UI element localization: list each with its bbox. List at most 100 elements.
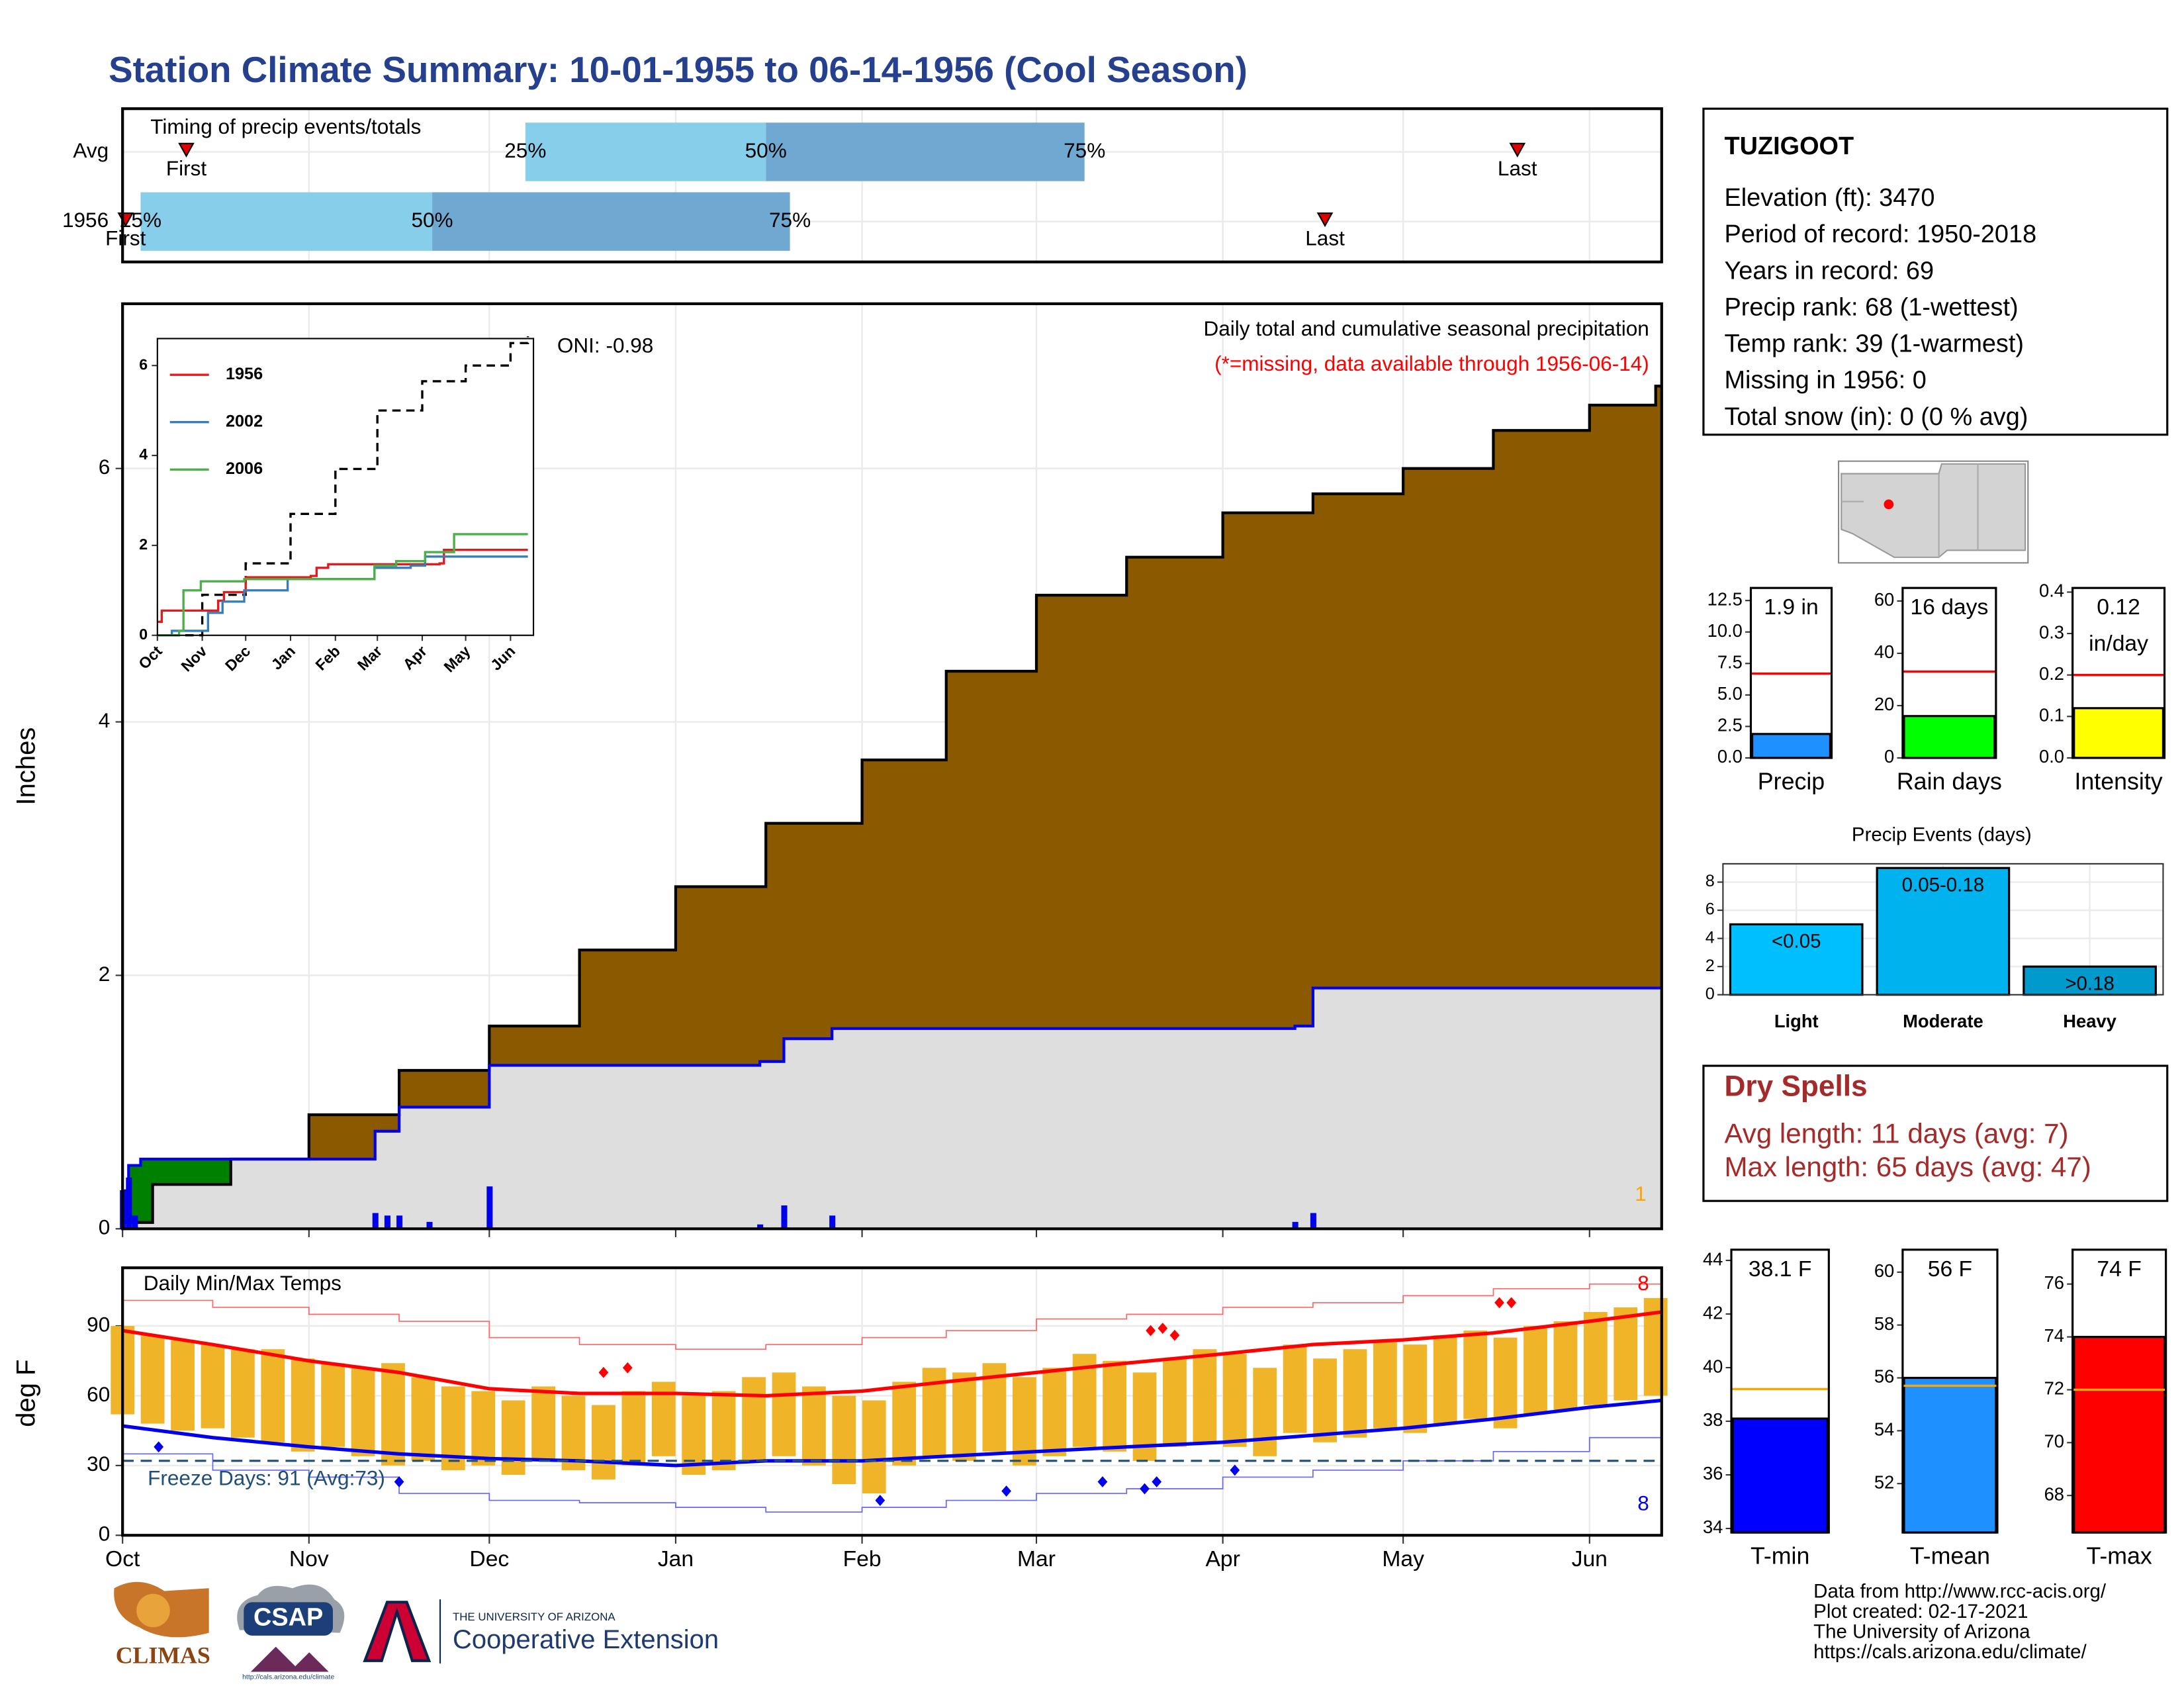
y-tick-label: 54 xyxy=(1874,1419,1894,1440)
map-borders xyxy=(1841,463,1979,557)
value-label: 38.1 F xyxy=(1748,1258,1812,1282)
y-axis-label: deg F xyxy=(12,1360,41,1427)
daily-range-bar xyxy=(531,1386,555,1461)
logo-text: Cooperative Extension xyxy=(453,1625,719,1654)
daily-range-bar xyxy=(621,1391,646,1466)
y-tick-label: 0 xyxy=(139,626,148,643)
station-detail: Elevation (ft): 3470 xyxy=(1724,184,1934,212)
x-tick-label: T-max xyxy=(2086,1542,2152,1569)
credit-line: The University of Arizona xyxy=(1813,1620,2030,1642)
daily-precip-bar xyxy=(126,1177,132,1230)
y-tick-label: 34 xyxy=(1703,1517,1723,1537)
x-tick-label: Heavy xyxy=(2063,1011,2116,1031)
bar xyxy=(1876,867,2011,996)
daily-precip-bar xyxy=(372,1213,379,1230)
quantile-label: 25% xyxy=(504,138,546,162)
daily-range-bar xyxy=(501,1400,525,1475)
x-tick-label: Jan xyxy=(658,1547,694,1571)
bar xyxy=(2073,1336,2166,1534)
quantile-label: 50% xyxy=(745,138,787,162)
value-label-box: 56 F xyxy=(1928,1258,1972,1282)
panel-subtitle: Daily total and cumulative seasonal prec… xyxy=(1203,316,1649,340)
y-tick-label: 4 xyxy=(99,708,111,732)
quantile-label: 75% xyxy=(1064,138,1105,162)
x-tick-label: Nov xyxy=(289,1547,329,1571)
logos: CLIMAS CSAP http://cals.arizona.edu/clim… xyxy=(114,1581,719,1681)
daily-precip-bar xyxy=(396,1215,403,1230)
y-tick-label: 6 xyxy=(139,355,148,373)
value-label: 16 days xyxy=(1910,596,1989,620)
y-tick-label: 52 xyxy=(1874,1472,1894,1492)
quantile-label: 75% xyxy=(769,208,811,232)
inset-line xyxy=(157,555,528,637)
y-tick-label: 58 xyxy=(1874,1313,1894,1334)
dry-spells-line: Max length: 65 days (avg: 47) xyxy=(1724,1151,2091,1182)
value-label-box: 74 F xyxy=(2097,1258,2141,1282)
bar xyxy=(2073,707,2165,759)
dry-spells-title: Dry Spells xyxy=(1724,1070,1867,1102)
panel-title: Timing of precip events/totals xyxy=(150,115,421,138)
y-tick-label: 2 xyxy=(99,962,111,986)
y-axis-label: Inches xyxy=(12,727,41,806)
y-tick-label: 20 xyxy=(1874,694,1894,714)
y-tick-label: 60 xyxy=(1874,1260,1894,1281)
station-dot xyxy=(1884,499,1894,510)
daily-range-bar xyxy=(1343,1349,1367,1438)
average-line xyxy=(122,1310,1662,1398)
bar xyxy=(1751,733,1832,759)
daily-range-bar xyxy=(1373,1340,1397,1429)
station-box xyxy=(1702,107,2169,436)
y-tick-label: 12.5 xyxy=(1707,588,1743,609)
daily-range-bar xyxy=(1313,1358,1337,1442)
daily-range-bar xyxy=(832,1395,856,1484)
daily-range-bar xyxy=(772,1372,796,1456)
daily-range-bar xyxy=(742,1377,766,1461)
x-tick-label: Apr xyxy=(1205,1547,1240,1571)
record-marker xyxy=(622,1362,633,1374)
ua-logo xyxy=(363,1601,432,1662)
y-tick-label: 0.0 xyxy=(2039,746,2064,767)
logo-text: THE UNIVERSITY OF ARIZONA xyxy=(453,1611,615,1623)
daily-range-bar xyxy=(802,1386,826,1466)
panel-title: Precip Events (days) xyxy=(1852,824,2032,846)
y-tick-label: 7.5 xyxy=(1717,652,1743,673)
page-title: Station Climate Summary: 10-01-1955 to 0… xyxy=(109,49,1248,90)
x-tick-label: T-mean xyxy=(1910,1542,1990,1569)
daily-range-bar xyxy=(1493,1337,1518,1429)
station-name: TUZIGOOT xyxy=(1724,132,1854,160)
row-label: Avg xyxy=(73,138,109,162)
missing-note: (*=missing, data available through 1956-… xyxy=(1214,352,1649,375)
y-tick-label: 0 xyxy=(99,1215,111,1239)
season-area xyxy=(122,988,1662,1229)
station-details: Elevation (ft): 3470 Period of record: 19… xyxy=(1724,184,2036,431)
y-tick-label: 2.5 xyxy=(1717,715,1743,735)
y-tick-label: 74 xyxy=(2044,1325,2064,1346)
y-tick-label: 30 xyxy=(87,1452,110,1476)
y-tick-label: 8 xyxy=(1706,872,1715,890)
daily-precip-bar xyxy=(781,1205,788,1230)
logo-text: CSAP xyxy=(253,1604,323,1632)
y-tick-label: 0.0 xyxy=(1717,746,1743,767)
daily-range-bar xyxy=(1103,1360,1126,1452)
daily-range-bar xyxy=(1463,1331,1488,1419)
station-detail: Temp rank: 39 (1-warmest) xyxy=(1724,330,2024,358)
daily-range-bar xyxy=(201,1344,225,1429)
station-detail: Missing in 1956: 0 xyxy=(1724,367,1926,395)
daily-range-bar xyxy=(1042,1368,1067,1456)
csap-badge xyxy=(244,1602,333,1636)
logo-text: CLIMAS xyxy=(116,1642,210,1669)
panel-border xyxy=(1730,1248,1830,1534)
daily-range-bar xyxy=(381,1363,405,1466)
y-tick-label: 0 xyxy=(1884,746,1894,767)
y-tick-label: 0 xyxy=(99,1522,111,1546)
daily-range-bar xyxy=(1193,1349,1217,1442)
panel-border xyxy=(1749,586,1833,759)
daily-range-bar xyxy=(1403,1344,1428,1433)
legend-label: 2002 xyxy=(226,412,263,430)
value-label-box: 1.9 in xyxy=(1764,596,1818,620)
event-marker xyxy=(1509,142,1526,158)
daily-range-bar xyxy=(321,1363,345,1447)
marker-label: Last xyxy=(1498,156,1537,180)
event-marker xyxy=(178,142,195,158)
